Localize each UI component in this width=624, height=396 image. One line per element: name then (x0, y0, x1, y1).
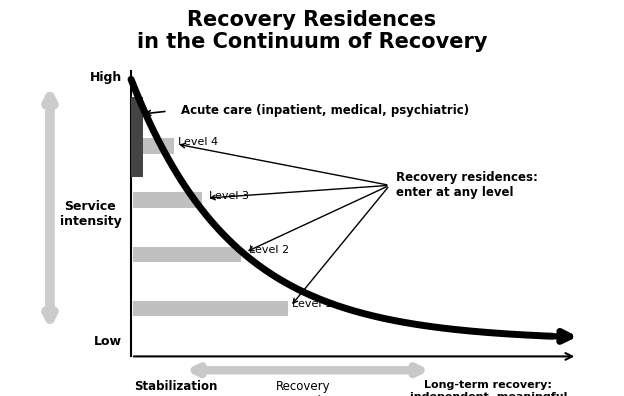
Text: Level 2: Level 2 (250, 245, 290, 255)
Bar (133, 138, 174, 154)
Text: Recovery Residences: Recovery Residences (187, 10, 437, 30)
Text: Level 3: Level 3 (208, 191, 248, 201)
Text: Long-term recovery:
independent, meaningful
living in the community: Long-term recovery: independent, meaning… (410, 380, 567, 396)
Bar (133, 301, 288, 316)
Text: Stabilization: Stabilization (134, 380, 218, 393)
Text: Acute care (inpatient, medical, psychiatric): Acute care (inpatient, medical, psychiat… (180, 104, 469, 117)
Text: Service
intensity: Service intensity (60, 200, 121, 228)
Text: Low: Low (94, 335, 122, 348)
Text: Recovery residences:
enter at any level: Recovery residences: enter at any level (396, 171, 538, 199)
Bar (131, 97, 143, 177)
Text: Recovery
process phase: Recovery process phase (261, 380, 346, 396)
Text: Level 4: Level 4 (178, 137, 218, 147)
Text: High: High (89, 71, 122, 84)
Text: in the Continuum of Recovery: in the Continuum of Recovery (137, 32, 487, 52)
Bar (133, 247, 241, 262)
Text: Level 1: Level 1 (293, 299, 333, 309)
Bar (133, 192, 202, 208)
